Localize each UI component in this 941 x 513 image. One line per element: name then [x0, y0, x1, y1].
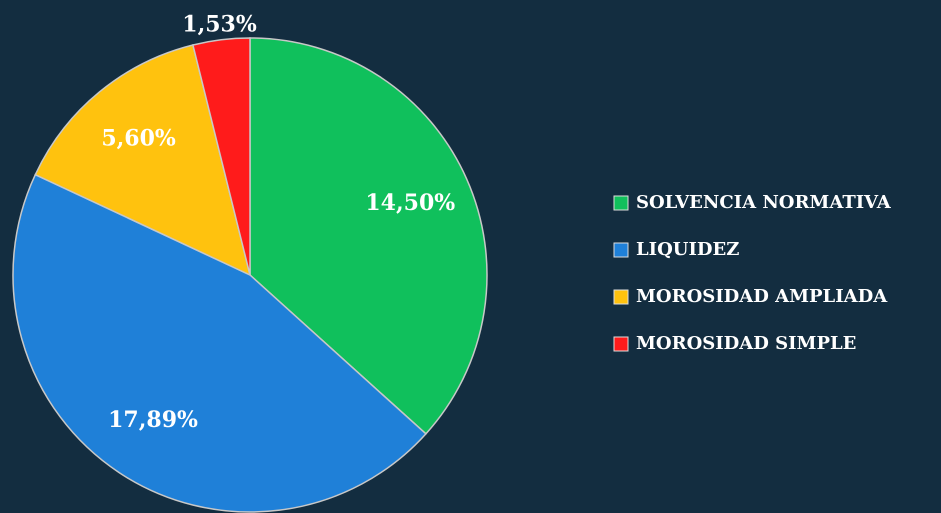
pie-slice — [12, 173, 427, 513]
legend-swatch — [613, 336, 629, 352]
data-label: 14,50% — [365, 190, 455, 216]
pie-slice — [249, 37, 488, 435]
legend-swatch — [613, 195, 629, 211]
data-label: 17,89% — [108, 407, 198, 433]
legend-label: MOROSIDAD AMPLIADA — [636, 286, 888, 307]
legend-label: SOLVENCIA NORMATIVA — [636, 192, 892, 213]
data-label: 1,53% — [182, 12, 257, 38]
pie-slice — [192, 37, 251, 276]
data-label: 5,60% — [101, 126, 176, 152]
legend-swatch — [613, 289, 629, 305]
legend-label: MOROSIDAD SIMPLE — [636, 333, 856, 354]
pie-slice — [34, 44, 252, 277]
legend-swatch — [613, 242, 629, 258]
legend-label: LIQUIDEZ — [636, 239, 739, 260]
